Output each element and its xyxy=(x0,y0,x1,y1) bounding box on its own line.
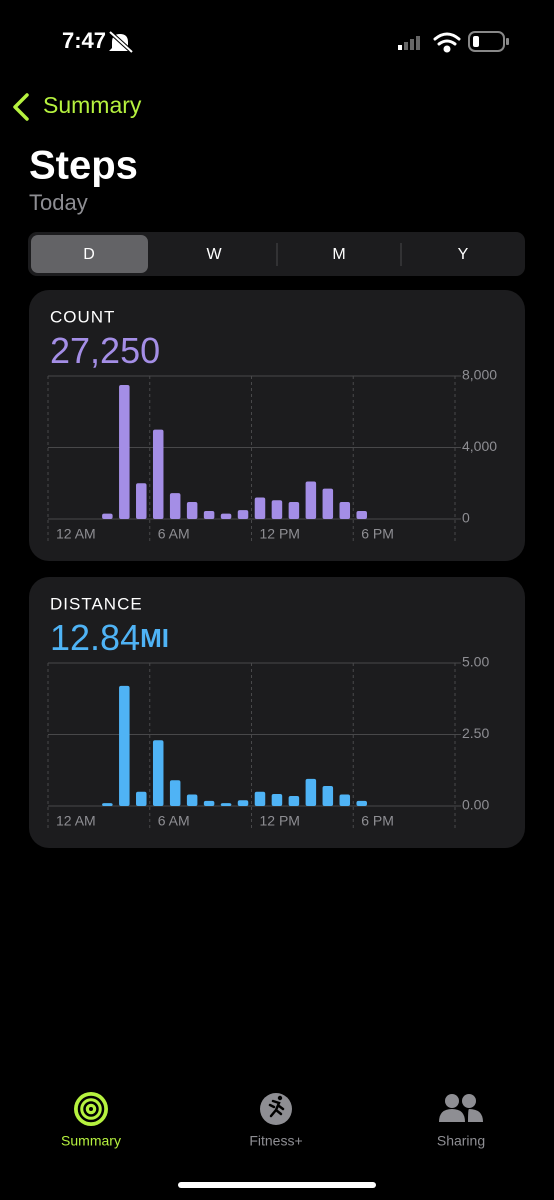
page-title: Steps xyxy=(29,144,138,188)
y-tick-label: 5.00 xyxy=(462,654,489,670)
x-tick-label: 6 AM xyxy=(158,813,190,829)
bar xyxy=(136,791,147,806)
bar xyxy=(169,780,181,806)
bar xyxy=(271,500,283,519)
back-chevron[interactable] xyxy=(13,93,29,121)
x-tick-label: 12 AM xyxy=(56,813,96,829)
fitness-tab-icon[interactable] xyxy=(260,1093,292,1125)
page-subtitle: Today xyxy=(29,190,88,215)
bar xyxy=(186,794,198,806)
chart-title: COUNT xyxy=(50,307,115,326)
bar xyxy=(339,794,351,806)
bar xyxy=(288,795,300,806)
bar xyxy=(102,803,113,806)
tab-label[interactable]: Sharing xyxy=(437,1133,485,1149)
bar xyxy=(203,510,215,519)
back-button[interactable]: Summary xyxy=(43,92,142,118)
bar xyxy=(152,740,164,806)
y-tick-label: 2.50 xyxy=(462,725,489,741)
bar xyxy=(322,488,334,519)
bar xyxy=(169,493,181,519)
sharing-tab-icon[interactable] xyxy=(439,1094,483,1122)
total-value: 12.84 xyxy=(50,617,140,658)
x-tick-label: 12 PM xyxy=(260,526,300,542)
clock: 7:47 xyxy=(62,28,106,53)
chart-total: 27,250 xyxy=(50,330,160,371)
bar xyxy=(220,513,232,519)
total-unit: MI xyxy=(140,623,169,653)
chart-total: 12.84MI xyxy=(50,617,169,658)
bar xyxy=(339,502,351,519)
y-tick-label: 0 xyxy=(462,510,470,526)
total-value: 27,250 xyxy=(50,330,160,371)
bar xyxy=(254,791,266,806)
bar xyxy=(356,800,367,806)
segment-label[interactable]: D xyxy=(83,246,95,263)
bar xyxy=(119,384,130,519)
bar xyxy=(186,502,198,519)
bar xyxy=(220,803,232,806)
segment-selected xyxy=(31,235,148,273)
bar xyxy=(271,793,283,806)
bar xyxy=(136,483,147,519)
bar xyxy=(254,497,266,519)
segment-label[interactable]: Y xyxy=(458,246,469,263)
x-tick-label: 12 AM xyxy=(56,526,96,542)
y-tick-label: 4,000 xyxy=(462,438,497,454)
bar xyxy=(237,800,249,806)
home-indicator xyxy=(178,1182,376,1188)
bar xyxy=(203,800,215,806)
segment-label[interactable]: M xyxy=(332,246,345,263)
bar xyxy=(288,502,300,519)
mute-icon xyxy=(108,30,134,54)
bar xyxy=(102,513,113,519)
bar xyxy=(305,481,317,519)
tab-label[interactable]: Summary xyxy=(61,1133,121,1149)
bar xyxy=(305,778,317,806)
bar xyxy=(119,685,130,806)
chart-title: DISTANCE xyxy=(50,594,143,613)
bar xyxy=(237,510,249,519)
bar xyxy=(322,785,334,806)
battery-icon xyxy=(468,31,509,52)
x-tick-label: 6 PM xyxy=(361,813,394,829)
x-tick-label: 6 PM xyxy=(361,526,394,542)
wifi-icon xyxy=(433,32,461,53)
segment-label[interactable]: W xyxy=(206,246,222,263)
y-tick-label: 8,000 xyxy=(462,367,497,383)
x-tick-label: 12 PM xyxy=(260,813,300,829)
y-tick-label: 0.00 xyxy=(462,797,489,813)
bar xyxy=(356,510,367,519)
tab-label[interactable]: Fitness+ xyxy=(249,1133,302,1149)
signal-icon xyxy=(398,36,420,50)
x-tick-label: 6 AM xyxy=(158,526,190,542)
summary-tab-icon[interactable] xyxy=(74,1092,108,1126)
bar xyxy=(152,429,164,519)
